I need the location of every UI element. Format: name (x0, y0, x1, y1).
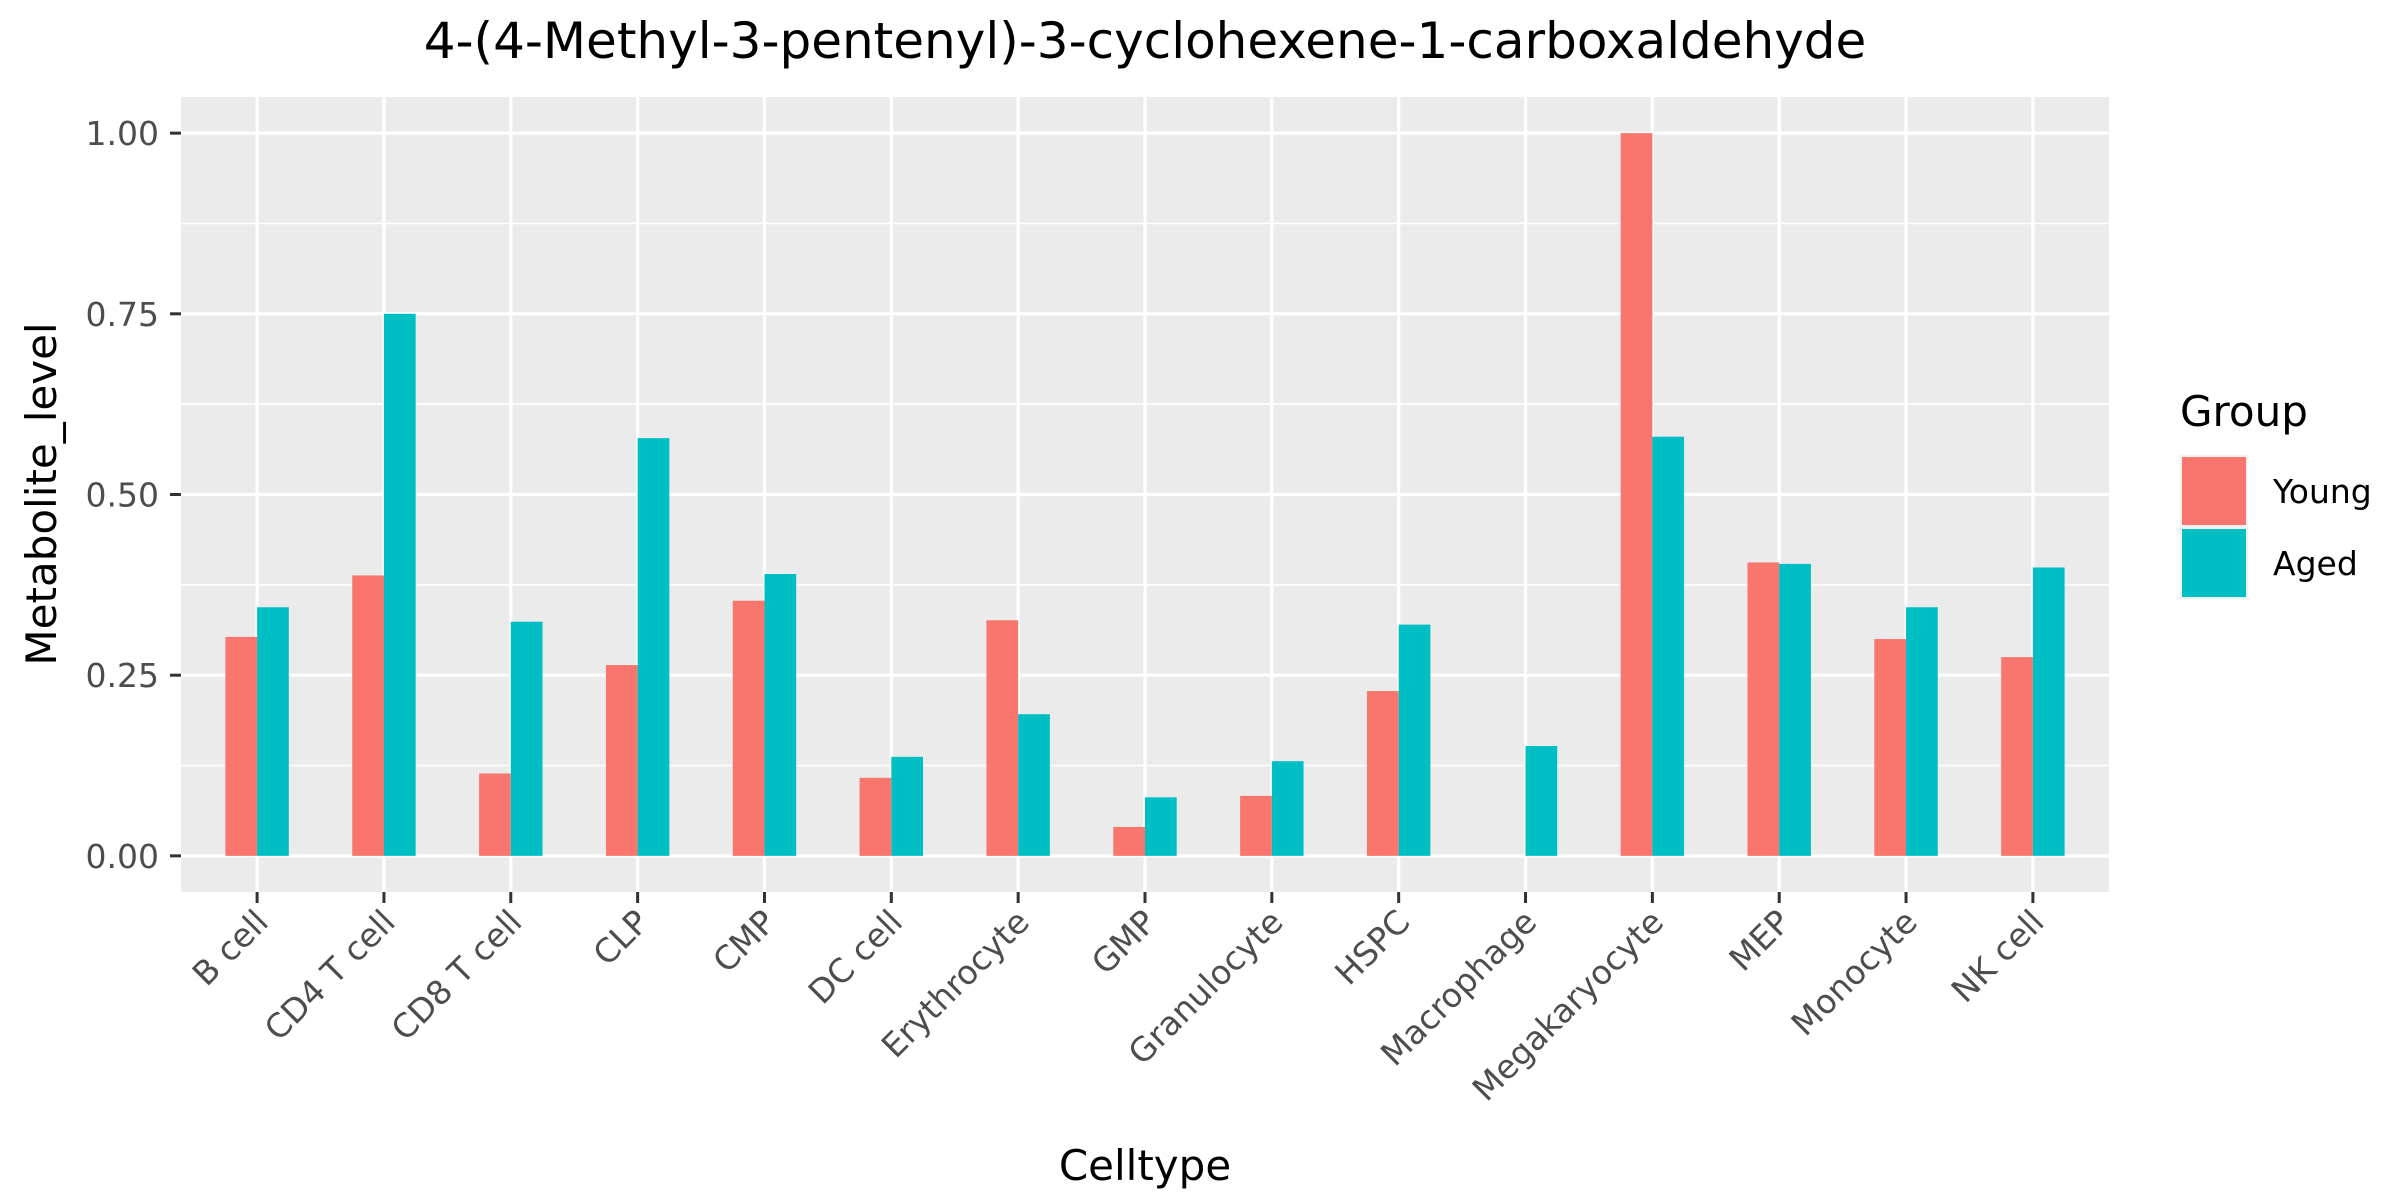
bar-young-clp (605, 665, 638, 856)
bar-aged-gmp (1145, 797, 1177, 856)
bar-young-cd8-t-cell (479, 773, 511, 856)
bar-young-b-cell (225, 636, 258, 856)
y-tick-label: 0.25 (86, 656, 159, 695)
bar-young-monocyte (1874, 639, 1907, 856)
legend-label-aged: Aged (2273, 544, 2358, 583)
bar-aged-erythrocyte (1018, 714, 1050, 856)
x-tick-label: NK cell (1944, 902, 2052, 1010)
bar-young-erythrocyte (986, 620, 1019, 856)
bar-aged-macrophage (1525, 746, 1558, 856)
x-tick-label: Monocyte (1784, 902, 1925, 1043)
bar-young-cd4-t-cell (352, 575, 384, 856)
x-tick-label: CLP (585, 902, 656, 973)
x-tick-label: CD4 T cell (257, 902, 403, 1048)
bars (225, 133, 2065, 856)
bar-aged-monocyte (1906, 607, 1938, 856)
x-tick-label: DC cell (801, 902, 910, 1011)
x-tick-label: GMP (1084, 902, 1164, 982)
chart-title: 4-(4-Methyl-3-pentenyl)-3-cyclohexene-1-… (424, 12, 1867, 70)
legend: Group Young Aged (2180, 387, 2372, 599)
legend-swatch-aged (2182, 529, 2246, 597)
bar-young-nk-cell (2001, 657, 2033, 856)
y-tick-label: 0.75 (86, 295, 159, 334)
x-tick-label: CD8 T cell (384, 902, 530, 1048)
legend-label-young: Young (2272, 472, 2372, 511)
bar-aged-b-cell (257, 607, 289, 856)
bar-young-megakaryocyte (1620, 133, 1653, 856)
bar-aged-cd8-t-cell (510, 621, 543, 856)
y-tick-label: 1.00 (86, 114, 159, 153)
bar-aged-dc-cell (891, 756, 924, 856)
bar-young-granulocyte (1240, 795, 1272, 856)
x-axis-title: Celltype (1059, 1141, 1231, 1190)
x-tick-label: HSPC (1327, 902, 1417, 992)
legend-swatch-young (2182, 457, 2246, 525)
legend-title: Group (2180, 387, 2308, 436)
x-tick-label: B cell (185, 902, 276, 993)
bar-aged-cd4-t-cell (383, 313, 416, 856)
bar-young-mep (1747, 562, 1780, 856)
bar-young-cmp (732, 600, 765, 856)
y-axis-title: Metabolite_level (17, 322, 66, 665)
bar-young-hspc (1366, 691, 1399, 856)
y-axis: 0.00 0.25 0.50 0.75 1.00 (86, 114, 181, 876)
bar-aged-mep (1779, 563, 1811, 856)
bar-young-dc-cell (859, 777, 892, 856)
bar-aged-cmp (764, 574, 797, 856)
y-tick-label: 0.50 (86, 476, 159, 515)
bar-aged-clp (637, 438, 670, 856)
x-tick-label: CMP (705, 902, 783, 980)
bar-aged-granulocyte (1271, 761, 1304, 856)
bar-aged-hspc (1398, 624, 1431, 856)
bar-young-gmp (1113, 826, 1145, 856)
y-tick-label: 0.00 (86, 837, 159, 876)
x-tick-label: MEP (1721, 902, 1798, 979)
bar-aged-nk-cell (2032, 567, 2065, 856)
bar-aged-megakaryocyte (1652, 436, 1685, 856)
